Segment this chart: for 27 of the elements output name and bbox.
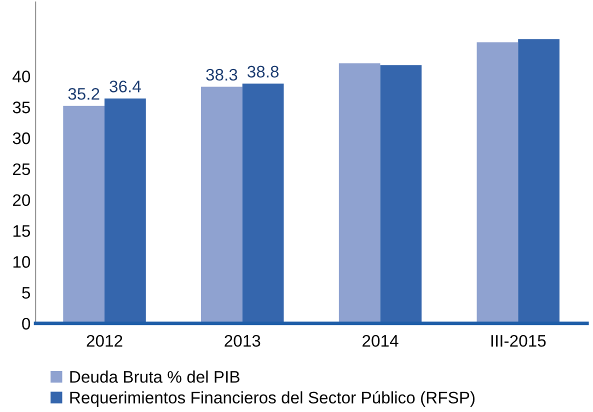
bar (242, 84, 284, 324)
bar (104, 98, 146, 324)
y-tick-label: 35 (12, 102, 30, 114)
data-label: 38.8 (247, 66, 279, 78)
legend-label: Requerimientos Financieros del Sector Público (RFSP) (70, 391, 475, 407)
y-tick-label: 40 (12, 70, 30, 82)
x-tick-label: 2013 (224, 334, 260, 347)
y-tick-label: 10 (13, 256, 30, 268)
x-tick-label: III-2015 (491, 334, 546, 347)
legend-label: Deuda Bruta % del PIB (70, 370, 240, 383)
bar (518, 39, 560, 324)
x-tick-label: 2014 (362, 334, 398, 347)
y-tick-label: 5 (22, 287, 30, 299)
bar (201, 86, 242, 324)
y-tick-label: 15 (13, 225, 30, 237)
bar (338, 63, 380, 324)
data-label: 35.2 (68, 88, 100, 100)
x-tick-label: 2012 (86, 334, 122, 347)
bar (476, 42, 518, 324)
data-label: 38.3 (206, 68, 238, 81)
data-label: 36.4 (110, 80, 141, 92)
y-tick-label: 30 (12, 132, 30, 144)
bar (380, 65, 422, 324)
y-tick-label: 25 (13, 163, 30, 176)
bar (63, 106, 105, 324)
y-tick-label: 0 (22, 318, 30, 330)
y-tick-label: 20 (13, 194, 30, 206)
